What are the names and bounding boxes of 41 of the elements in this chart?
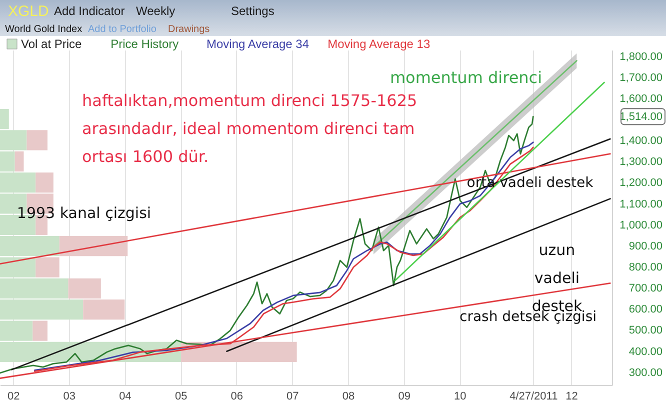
y-tick-label: 800.00	[628, 262, 662, 274]
x-tick-label: 4/27/2011	[510, 390, 558, 402]
x-tick-label: 06	[230, 390, 244, 402]
x-tick-label: 12	[566, 390, 578, 402]
y-tick-label: 1,800.00	[620, 50, 662, 63]
annotation: 1993 kanal çizgisi	[16, 204, 152, 222]
text: Moving Average 34	[206, 37, 310, 51]
x-tick-label: 10	[454, 390, 466, 402]
y-tick-label: 1,300.00	[620, 156, 662, 168]
chart-subtitle: World Gold Index	[5, 24, 82, 35]
x-tick-label: 05	[174, 390, 188, 402]
x-tick-label: 03	[63, 390, 76, 402]
y-tick-label: 300.00	[628, 366, 662, 379]
y-tick-label: 600.00	[628, 304, 662, 316]
text: Add Indicator	[54, 4, 125, 18]
x-tick-label: 09	[398, 390, 410, 402]
legend-label: Vol at Price	[21, 37, 82, 51]
y-tick-label: 500.00	[628, 324, 662, 337]
x-tick-label: 02	[8, 390, 20, 402]
y-tick-label: 1,000.00	[620, 219, 662, 232]
y-tick-label: 1,100.00	[620, 198, 662, 210]
x-tick-label: 07	[286, 390, 299, 402]
text: Price History	[110, 37, 179, 51]
y-tick-label: 1,400.00	[620, 135, 662, 148]
annotation: haftalıktan,momentum direnci 1575-1625 arasındadır, ideal momentom direnci tam ortası 1600 dür.	[82, 91, 418, 166]
y-tick-label: 400.00	[628, 346, 662, 358]
y-tick-label: 1,600.00	[620, 92, 662, 105]
x-tick-label: 08	[342, 390, 355, 402]
text: Moving Average 13	[328, 37, 430, 51]
y-tick-label: 1,514.00	[620, 111, 662, 124]
y-tick-label: 900.00	[628, 240, 662, 252]
annotation: momentum direnci	[390, 68, 542, 87]
chart-title: XGLD	[8, 3, 50, 20]
text: Settings	[231, 4, 274, 18]
text: Drawings	[168, 24, 210, 35]
y-tick-label: 1,200.00	[620, 177, 662, 190]
text: Add to Portfolio	[88, 24, 157, 35]
y-tick-label: 1,700.00	[620, 72, 662, 84]
text: Weekly	[136, 4, 176, 18]
x-tick-label: 04	[119, 390, 132, 402]
y-tick-label: 700.00	[628, 282, 662, 295]
